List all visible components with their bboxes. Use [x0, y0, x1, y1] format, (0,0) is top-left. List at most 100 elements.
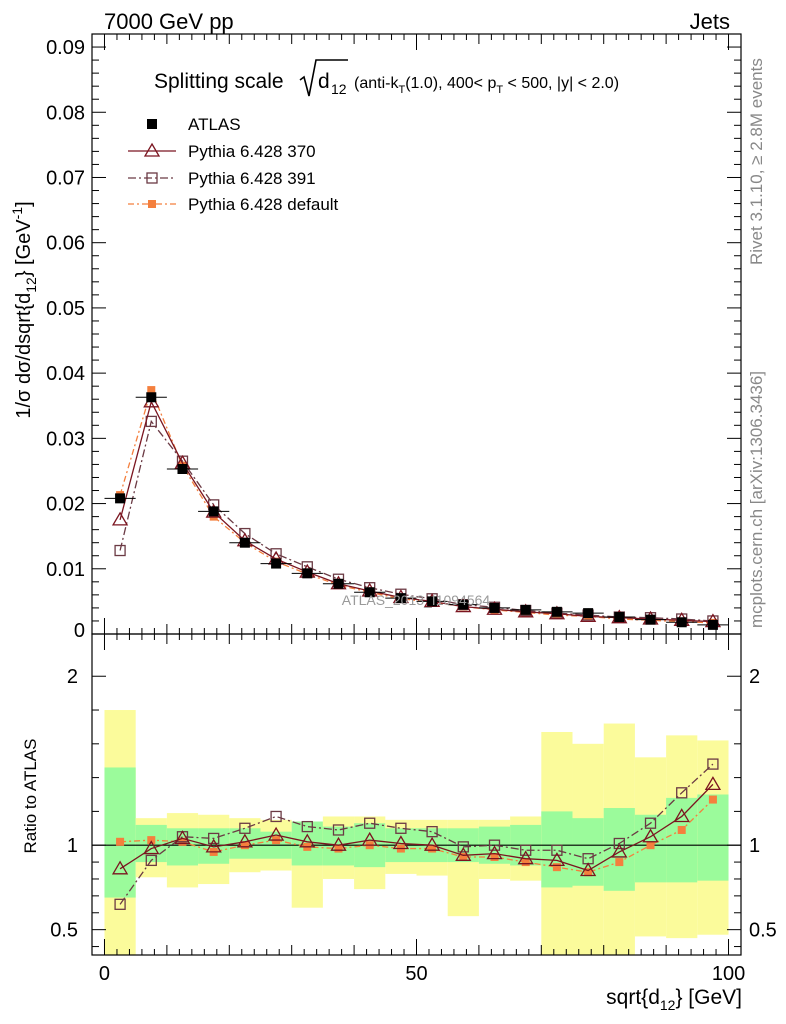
- ratio-point-pythia-6-428-391: [208, 832, 220, 845]
- ratio-bands: [92, 710, 741, 955]
- ratio-point-pythia-6-428-370: [330, 836, 347, 851]
- x-tick-label: 50: [405, 963, 427, 985]
- svg-text:Splitting scale: Splitting scale: [154, 70, 284, 93]
- y-tick-label: 0.08: [46, 102, 85, 124]
- x-axis-label: sqrt{d12} [GeV]: [606, 986, 742, 1013]
- sqrt-sign: [299, 59, 348, 97]
- data-point-atlas: [427, 596, 438, 607]
- legend-label-pythia-6-428-default: Pythia 6.428 default: [188, 195, 339, 214]
- ratio-line-pythia-6-428-default: [120, 799, 714, 873]
- ratio-point-pythia-6-428-391: [145, 854, 157, 867]
- ratio-point-pythia-6-428-default: [615, 858, 624, 867]
- ratio-tick-label-right: 2: [749, 666, 760, 688]
- data-point-atlas: [177, 464, 188, 474]
- ratio-point-pythia-6-428-391: [364, 817, 376, 829]
- ratio-point-pythia-6-428-391: [301, 820, 313, 833]
- data-point-atlas: [364, 587, 375, 598]
- ratio-point-pythia-6-428-370: [205, 838, 222, 853]
- ratio-series: [111, 758, 722, 910]
- band-inner-19: [697, 794, 729, 881]
- ratio-point-pythia-6-428-370: [455, 847, 472, 861]
- ratio-point-pythia-6-428-370: [579, 862, 597, 877]
- ratio-point-pythia-6-428-391: [395, 822, 407, 834]
- band-inner-16: [603, 808, 635, 891]
- ratio-point-pythia-6-428-default: [646, 841, 655, 850]
- ratio-point-pythia-6-428-391: [488, 839, 501, 851]
- ratio-point-pythia-6-428-default: [334, 844, 343, 853]
- ratio-point-pythia-6-428-391: [676, 787, 688, 799]
- data-point-atlas: [583, 608, 594, 619]
- y-tick-label: 0.06: [46, 233, 85, 255]
- ratio-point-pythia-6-428-391: [520, 844, 532, 856]
- ratio-point-pythia-6-428-370: [548, 852, 566, 867]
- y-axis-label: 1/σ dσ/dsqrt{d12} [GeV-1]: [9, 201, 39, 418]
- ratio-point-pythia-6-428-370: [423, 836, 441, 851]
- data-point-atlas: [676, 617, 687, 628]
- ratio-tick-label: 1: [67, 835, 78, 857]
- ratio-point-pythia-6-428-370: [111, 860, 129, 875]
- data-point-pythia-6-428-370: [111, 511, 129, 526]
- ratio-point-pythia-6-428-default: [677, 825, 686, 834]
- legend-marker-pythia-6-428-370: [143, 142, 161, 157]
- y-tick-label: 0.01: [46, 559, 85, 581]
- data-point-pythia-6-428-default: [147, 386, 156, 395]
- y-tick-label: 0.05: [46, 298, 85, 320]
- data-point-atlas: [271, 558, 282, 569]
- ratio-point-pythia-6-428-391: [707, 758, 719, 770]
- watermark: ATLAS_2013_I1094564: [342, 592, 491, 608]
- ratio-point-pythia-6-428-default: [584, 868, 593, 877]
- y-tick-label: 0.09: [46, 37, 85, 59]
- data-point-atlas: [551, 606, 562, 617]
- chart-title: Splitting scale d 12 (anti-kT(1.0), 400<…: [154, 59, 619, 97]
- svg-text:d: d: [318, 70, 330, 93]
- ratio-tick-label-right: 0.5: [749, 920, 777, 942]
- data-point-atlas: [302, 568, 313, 579]
- mcplots-label: mcplots.cern.ch [arXiv:1306.3436]: [747, 371, 766, 628]
- data-point-atlas: [614, 612, 625, 623]
- ratio-point-pythia-6-428-391: [613, 837, 625, 850]
- data-point-pythia-6-428-391: [114, 544, 126, 557]
- ratio-tick-label-right: 1: [749, 835, 760, 857]
- ratio-point-pythia-6-428-370: [392, 835, 410, 850]
- x-tick-label: 0: [99, 963, 110, 985]
- main-axes: 0.01 0.02 0.03 0.04 0.05 0.06 0.07 0.08 0.09 0: [46, 33, 742, 642]
- data-point-atlas: [239, 537, 250, 548]
- ratio-point-pythia-6-428-370: [486, 845, 503, 860]
- ratio-point-pythia-6-428-391: [426, 826, 438, 838]
- y-tick-label: 0.04: [46, 363, 85, 385]
- ratio-point-pythia-6-428-391: [239, 822, 251, 834]
- data-point-atlas: [489, 602, 500, 613]
- ratio-point-pythia-6-428-370: [704, 776, 722, 791]
- ratio-point-pythia-6-428-391: [270, 810, 282, 823]
- ratio-point-pythia-6-428-391: [332, 824, 345, 836]
- data-point-atlas: [395, 593, 406, 604]
- ratio-point-pythia-6-428-default: [459, 853, 468, 862]
- ratio-point-pythia-6-428-391: [644, 817, 657, 829]
- y-tick-label-zero: 0: [74, 620, 85, 642]
- header-right: Jets: [690, 9, 730, 34]
- band-inner-14: [541, 811, 573, 888]
- ratio-point-pythia-6-428-370: [299, 833, 316, 848]
- ratio-point-pythia-6-428-370: [517, 850, 534, 865]
- legend: ATLAS Pythia 6.428 370 Pythia 6.428 391 Pyt…: [128, 115, 339, 214]
- data-point-atlas: [645, 614, 656, 625]
- y-tick-label: 0.02: [46, 494, 85, 516]
- legend-marker-pythia-6-428-default: [148, 200, 156, 208]
- data-point-atlas: [707, 619, 718, 630]
- y-tick-label: 0.03: [46, 428, 85, 450]
- ratio-point-pythia-6-428-370: [673, 808, 690, 823]
- main-plot: ATLAS_2013_I1094564 0.01 0.02 0.03 0.04 0.05…: [46, 33, 742, 642]
- ratio-point-pythia-6-428-default: [240, 841, 249, 850]
- data-point-atlas: [520, 604, 531, 615]
- rivet-label: Rivet 3.1.10, ≥ 2.8M events: [747, 58, 766, 265]
- legend-label-pythia-6-428-391: Pythia 6.428 391: [188, 169, 316, 188]
- ratio-point-pythia-6-428-default: [552, 863, 561, 872]
- ratio-point-pythia-6-428-default: [428, 844, 437, 853]
- ratio-axis-label: Ratio to ATLAS: [21, 739, 40, 854]
- legend-label-pythia-6-428-370: Pythia 6.428 370: [188, 142, 316, 161]
- data-point-atlas: [333, 578, 344, 589]
- band-inner-3: [198, 828, 230, 864]
- legend-marker-atlas: [147, 119, 157, 129]
